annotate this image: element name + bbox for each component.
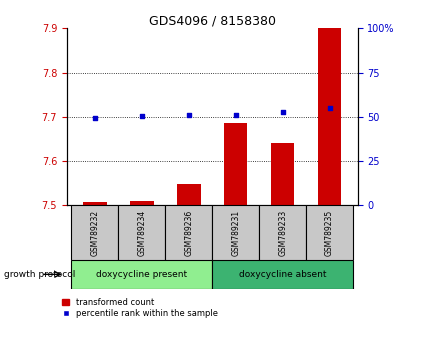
Text: GSM789233: GSM789233 [277, 210, 286, 256]
Text: GSM789236: GSM789236 [184, 210, 193, 256]
Bar [118, 205, 165, 260]
Text: doxycycline absent: doxycycline absent [238, 270, 326, 279]
Bar [130, 201, 153, 205]
Bar [165, 205, 212, 260]
Title: GDS4096 / 8158380: GDS4096 / 8158380 [148, 14, 275, 27]
Point [185, 112, 192, 118]
Bar [83, 202, 107, 205]
Bar [224, 124, 247, 205]
Bar [305, 205, 352, 260]
Text: growth protocol: growth protocol [4, 270, 76, 279]
Point [279, 109, 286, 114]
Text: GSM789235: GSM789235 [324, 210, 333, 256]
Point [91, 115, 98, 120]
Point [138, 114, 145, 119]
Legend: transformed count, percentile rank within the sample: transformed count, percentile rank withi… [62, 298, 217, 318]
Bar [177, 184, 200, 205]
Point [326, 105, 332, 111]
Bar [71, 260, 212, 289]
Bar [317, 28, 341, 205]
Text: GSM789232: GSM789232 [90, 210, 99, 256]
Bar [71, 205, 118, 260]
Text: GSM789234: GSM789234 [137, 210, 146, 256]
Bar [212, 260, 352, 289]
Bar [212, 205, 258, 260]
Bar [270, 143, 294, 205]
Point [232, 112, 239, 118]
Bar [258, 205, 305, 260]
Text: GSM789231: GSM789231 [230, 210, 240, 256]
Text: doxycycline present: doxycycline present [96, 270, 187, 279]
